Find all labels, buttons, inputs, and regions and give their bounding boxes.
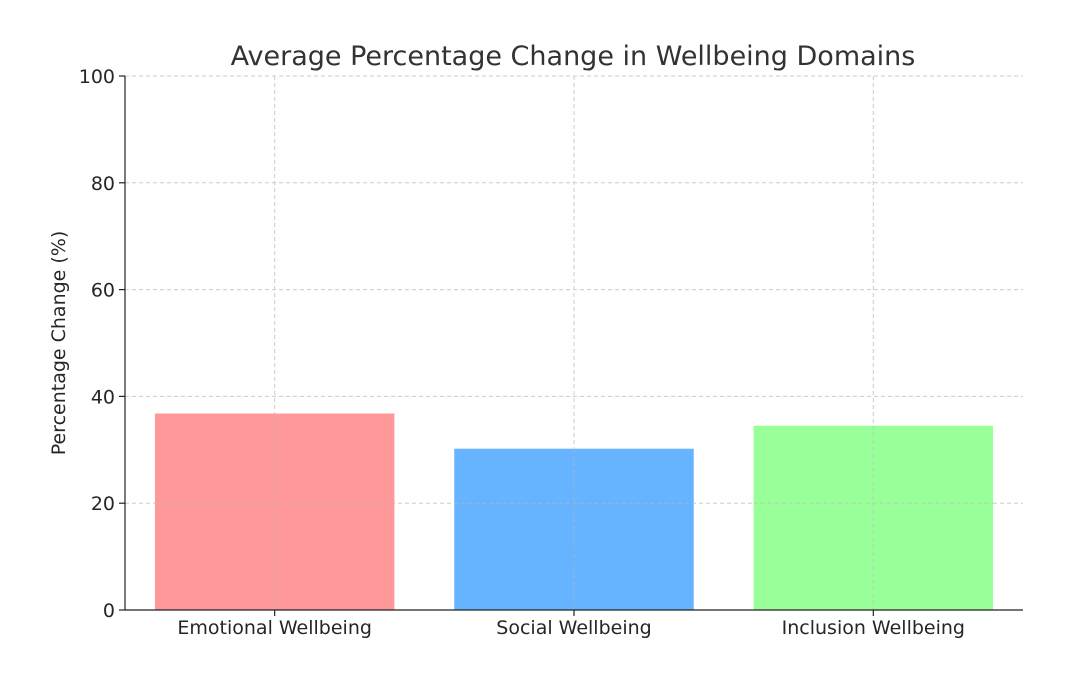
bars [154,413,994,610]
x-tick-label: Social Wellbeing [496,617,651,639]
x-tick-label: Emotional Wellbeing [177,617,372,639]
x-tick-labels: Emotional Wellbeing Social Wellbeing Inclu… [177,610,965,639]
y-tick-label: 80 [91,173,115,195]
y-tick-label: 0 [103,600,115,622]
y-tick-label: 60 [91,280,115,302]
y-axis-label: Percentage Change (%) [48,231,70,456]
y-tick-label: 40 [91,386,115,408]
chart-title: Average Percentage Change in Wellbeing D… [231,41,916,72]
x-tick-label: Inclusion Wellbeing [782,617,965,639]
y-tick-label: 20 [91,493,115,515]
y-tick-labels: 0 20 40 60 80 100 [79,66,125,622]
y-tick-label: 100 [79,66,115,88]
